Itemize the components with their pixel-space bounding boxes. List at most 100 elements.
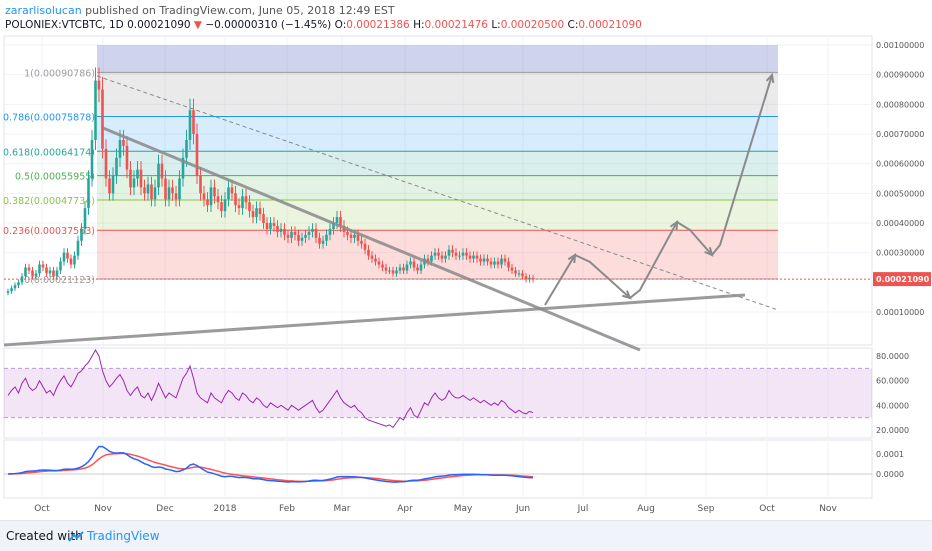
- candle-body: [69, 258, 73, 265]
- candle-body: [416, 267, 419, 271]
- fib-level-label: 1(0.00090786): [24, 68, 95, 79]
- candle-body: [202, 193, 206, 200]
- rsi-band: [4, 368, 872, 418]
- candle-body: [458, 255, 461, 257]
- time-tick-label: Jul: [577, 504, 589, 514]
- candle-body: [48, 270, 52, 274]
- time-tick-label: Aug: [637, 504, 655, 514]
- fib-extension-zone: [97, 45, 778, 74]
- candle-body: [171, 187, 174, 194]
- time-tick-label: Sep: [698, 504, 715, 514]
- time-tick-label: Nov: [94, 504, 112, 514]
- candle-body: [269, 223, 272, 229]
- candle-body: [465, 252, 468, 256]
- candle-body: [300, 237, 304, 241]
- candle-body: [195, 134, 199, 176]
- low-value: 0.00020500: [500, 19, 565, 31]
- time-tick-label: Oct: [34, 504, 50, 514]
- tradingview-logo-icon: [68, 531, 84, 542]
- candle-body: [363, 243, 367, 250]
- candle-body: [325, 234, 328, 241]
- price-tick-label: 0.00060000: [876, 160, 924, 169]
- high-value: 0.00021476: [424, 19, 488, 31]
- candle-body: [31, 270, 34, 277]
- candle-body: [391, 270, 395, 274]
- candle-body: [150, 184, 153, 200]
- time-tick-label: 2018: [214, 504, 237, 514]
- candle-body: [482, 258, 486, 262]
- close-label: C:: [567, 19, 579, 31]
- time-tick-label: Oct: [759, 504, 775, 514]
- arrowhead-icon: [704, 247, 714, 257]
- macd-signal-line: [8, 452, 534, 483]
- candle-body: [398, 267, 402, 271]
- candle-body: [157, 163, 160, 188]
- candle-body: [283, 228, 286, 235]
- time-tick-label: Dec: [156, 504, 173, 514]
- candle-body: [454, 252, 458, 256]
- candle-body: [41, 264, 45, 268]
- candle-body: [59, 261, 62, 271]
- candle-body: [346, 231, 349, 235]
- candle-body: [237, 205, 241, 209]
- candle-body: [241, 196, 244, 209]
- macd-line: [7, 445, 534, 483]
- candle-body: [405, 264, 409, 271]
- candle-body: [521, 273, 524, 277]
- candle-body: [213, 187, 216, 197]
- candle-body: [444, 255, 447, 259]
- candle-body: [125, 145, 129, 170]
- fib-level-label: 0.618(0.00064174): [3, 147, 95, 158]
- candle-body: [500, 258, 503, 265]
- created-with-label: Created with: [6, 529, 83, 543]
- symbol-label: POLONIEX:VTCBTC, 1D: [5, 19, 124, 31]
- macd-tick-label: 0.0000: [876, 470, 904, 479]
- candle-body: [38, 264, 41, 274]
- footer: Created with TradingView: [0, 520, 932, 551]
- candle-body: [17, 282, 20, 286]
- candle-body: [493, 261, 496, 265]
- candle-body: [136, 169, 139, 179]
- candle-body: [486, 258, 489, 262]
- candle-body: [293, 231, 297, 235]
- candle-body: [461, 252, 465, 256]
- candle-body: [248, 202, 251, 212]
- arrowhead-icon: [622, 290, 632, 300]
- descending-trendline: [102, 126, 641, 352]
- candle-body: [514, 270, 517, 274]
- candle-body: [76, 240, 80, 256]
- candle-body: [328, 228, 332, 235]
- candle-body: [185, 139, 188, 158]
- candle-body: [297, 234, 300, 241]
- candle-body: [437, 252, 440, 256]
- rsi-line: [7, 348, 534, 429]
- rsi-pane: [3, 347, 873, 439]
- author-link[interactable]: zararlisolucan: [5, 4, 82, 17]
- time-tick-label: Apr: [397, 504, 413, 514]
- candle-body: [332, 223, 335, 229]
- candle-body: [206, 199, 209, 206]
- candle-body: [507, 261, 510, 268]
- fib-level-label: 0.786(0.00075878): [3, 113, 95, 124]
- high-label: H:: [413, 19, 425, 31]
- candle-body: [286, 234, 290, 238]
- candle-body: [251, 211, 255, 218]
- candle-body: [87, 178, 90, 209]
- candle-body: [510, 267, 514, 271]
- candle-body: [101, 89, 104, 149]
- fib-level-label: 0.382(0.00047734): [3, 196, 95, 207]
- candle-body: [167, 187, 171, 200]
- arrowhead-icon: [567, 253, 577, 264]
- candle-body: [335, 217, 339, 223]
- candle-body: [353, 234, 356, 238]
- candle-body: [489, 261, 493, 265]
- tradingview-brand-link[interactable]: TradingView: [87, 529, 160, 543]
- price-chart[interactable]: 0.00100000 0.00090000 0.00080000 0.00070000…: [0, 0, 932, 520]
- projection-path: [544, 74, 773, 306]
- candle-body: [143, 187, 146, 194]
- candle-body: [262, 214, 265, 223]
- candle-body: [153, 187, 157, 200]
- candle-body: [80, 228, 83, 241]
- candle-body: [122, 139, 125, 146]
- price-tick-label: 0.00070000: [876, 130, 924, 139]
